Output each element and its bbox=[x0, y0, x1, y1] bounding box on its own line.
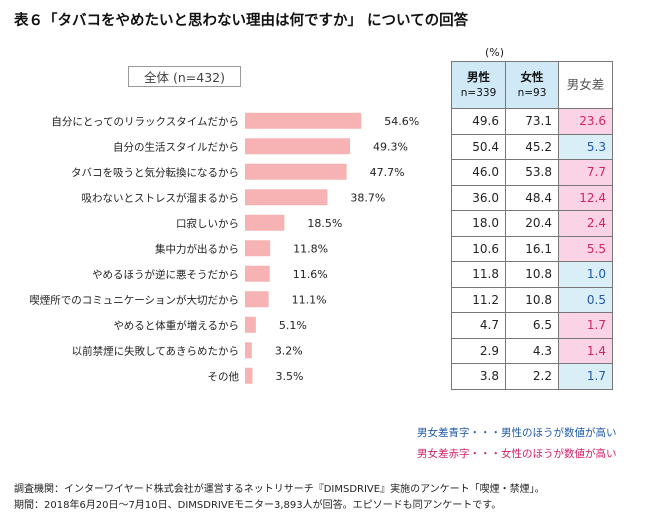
bar bbox=[245, 240, 271, 257]
male-value: 49.6 bbox=[451, 108, 506, 135]
page-title: 表６「タバコをやめたいと思わない理由は何ですか」 についての回答 bbox=[14, 13, 469, 29]
male-value: 18.0 bbox=[451, 210, 506, 237]
male-value: 46.0 bbox=[451, 159, 506, 186]
diff-value: 7.7 bbox=[558, 159, 613, 186]
diff-value: 5.5 bbox=[558, 235, 613, 262]
female-value: 16.1 bbox=[505, 235, 559, 262]
bar bbox=[245, 291, 269, 308]
value-label: 5.1% bbox=[279, 319, 307, 332]
male-value: 10.6 bbox=[451, 235, 506, 262]
female-value: 20.4 bbox=[505, 210, 559, 237]
bar bbox=[245, 138, 351, 155]
diff-value: 2.4 bbox=[558, 210, 613, 237]
table-row: 36.0 48.4 12.4 bbox=[451, 184, 613, 211]
male-value: 4.7 bbox=[451, 312, 506, 339]
table-row: 46.0 53.8 7.7 bbox=[451, 159, 613, 186]
note-blue: 男女差青字・・・男性のほうが数値が高い bbox=[417, 427, 617, 439]
female-value: 10.8 bbox=[505, 261, 559, 288]
male-value: 11.2 bbox=[451, 286, 506, 313]
bar bbox=[245, 214, 285, 231]
table-row: 4.7 6.5 1.7 bbox=[451, 312, 613, 339]
male-value: 3.8 bbox=[451, 363, 506, 390]
diff-value: 1.7 bbox=[558, 363, 613, 390]
category-label: 喫煙所でのコミュニケーションが大切だから bbox=[29, 293, 239, 306]
diff-value: 23.6 bbox=[558, 108, 613, 135]
table-header-row: 男性 n=339 女性 n=93 男女差 bbox=[451, 61, 613, 109]
value-label: 49.3% bbox=[373, 140, 408, 153]
male-value: 11.8 bbox=[451, 261, 506, 288]
table-row: 49.6 73.1 23.6 bbox=[451, 108, 613, 135]
value-label: 47.7% bbox=[370, 166, 405, 179]
table-row: 11.8 10.8 1.0 bbox=[451, 261, 613, 288]
female-value: 45.2 bbox=[505, 133, 559, 160]
gender-table: 男性 n=339 女性 n=93 男女差 49.6 73.1 23.6 50.4 45.… bbox=[451, 61, 613, 390]
female-value: 53.8 bbox=[505, 159, 559, 186]
category-label: タバコを吸うと気分転換になるから bbox=[71, 166, 239, 179]
category-label: 口寂しいから bbox=[176, 217, 239, 230]
diff-value: 1.0 bbox=[558, 261, 613, 288]
category-label: やめると体重が増えるから bbox=[113, 319, 239, 332]
header-female: 女性 n=93 bbox=[505, 61, 559, 109]
bar bbox=[245, 112, 362, 129]
category-label: 自分にとってのリラックスタイムだから bbox=[51, 115, 239, 128]
header-male-n: n=339 bbox=[460, 87, 497, 99]
value-label: 18.5% bbox=[307, 217, 342, 230]
bar bbox=[245, 163, 347, 180]
category-label: 以前禁煙に失敗してあきらめたから bbox=[72, 344, 239, 357]
percent-unit-label: (%) bbox=[485, 46, 505, 59]
footer-period: 期間：2018年6月20日～7月10日、DIMSDRIVEモニター3,893人が… bbox=[14, 500, 502, 511]
table-row: 3.8 2.2 1.7 bbox=[451, 363, 613, 390]
header-male: 男性 n=339 bbox=[451, 61, 506, 109]
table-row: 50.4 45.2 5.3 bbox=[451, 133, 613, 160]
bar bbox=[245, 316, 256, 333]
category-label: 吸わないとストレスが溜まるから bbox=[82, 191, 240, 204]
diff-value: 1.4 bbox=[558, 337, 613, 364]
header-diff: 男女差 bbox=[558, 61, 613, 109]
male-value: 36.0 bbox=[451, 184, 506, 211]
diff-value: 0.5 bbox=[558, 286, 613, 313]
bar bbox=[245, 265, 270, 282]
value-label: 3.5% bbox=[275, 370, 303, 383]
diff-value: 12.4 bbox=[558, 184, 613, 211]
bar bbox=[245, 367, 253, 384]
value-label: 38.7% bbox=[350, 191, 385, 204]
footer-source: 調査機関：インターワイヤード株式会社が運営するネットリサーチ『DIMSDRIVE… bbox=[14, 484, 545, 495]
header-female-label: 女性 bbox=[520, 70, 544, 84]
value-label: 11.8% bbox=[293, 242, 328, 255]
female-value: 10.8 bbox=[505, 286, 559, 313]
total-sample-box: 全体 (n=432) bbox=[128, 66, 241, 87]
male-value: 2.9 bbox=[451, 337, 506, 364]
header-female-n: n=93 bbox=[517, 87, 547, 99]
bar bbox=[245, 189, 328, 206]
value-label: 54.6% bbox=[384, 115, 419, 128]
female-value: 4.3 bbox=[505, 337, 559, 364]
value-label: 3.2% bbox=[275, 344, 303, 357]
diff-value: 1.7 bbox=[558, 312, 613, 339]
value-label: 11.1% bbox=[292, 293, 327, 306]
diff-value: 5.3 bbox=[558, 133, 613, 160]
female-value: 2.2 bbox=[505, 363, 559, 390]
category-label: 自分の生活スタイルだから bbox=[113, 140, 239, 153]
category-label: その他 bbox=[208, 370, 240, 383]
category-label: やめるほうが逆に悪そうだから bbox=[92, 268, 239, 281]
header-male-label: 男性 bbox=[467, 70, 490, 84]
female-value: 73.1 bbox=[505, 108, 559, 135]
table-row: 2.9 4.3 1.4 bbox=[451, 337, 613, 364]
value-label: 11.6% bbox=[293, 268, 328, 281]
table-row: 18.0 20.4 2.4 bbox=[451, 210, 613, 237]
male-value: 50.4 bbox=[451, 133, 506, 160]
bar-chart: 自分にとってのリラックスタイムだから 54.6% 自分の生活スタイルだから 49.3%… bbox=[29, 112, 419, 384]
female-value: 6.5 bbox=[505, 312, 559, 339]
bar bbox=[245, 342, 252, 359]
note-red: 男女差赤字・・・女性のほうが数値が高い bbox=[417, 448, 617, 460]
category-label: 集中力が出るから bbox=[155, 242, 239, 255]
female-value: 48.4 bbox=[505, 184, 559, 211]
table-row: 10.6 16.1 5.5 bbox=[451, 235, 613, 262]
table-row: 11.2 10.8 0.5 bbox=[451, 286, 613, 313]
